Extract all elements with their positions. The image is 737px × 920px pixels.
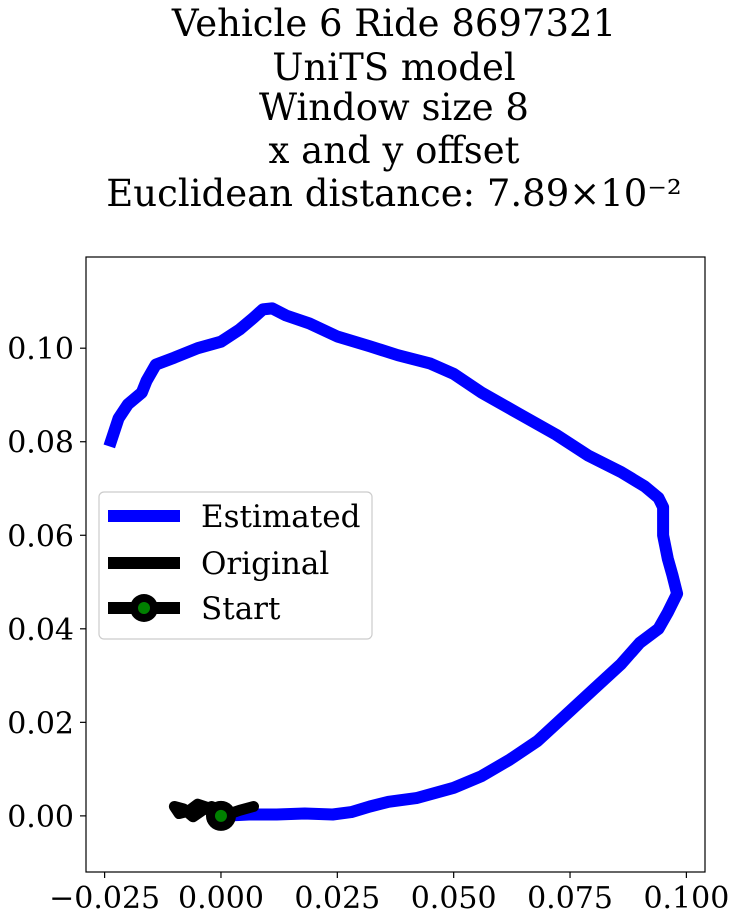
x-tick-label: 0.050 xyxy=(411,881,497,916)
x-axis: −0.025 0.000 0.025 0.050 0.075 0.100 xyxy=(49,872,729,916)
title-line-2: UniTS model xyxy=(272,46,515,89)
y-tick-label: 0.08 xyxy=(7,426,74,461)
x-tick-label: 0.025 xyxy=(294,881,380,916)
start-marker-inner xyxy=(214,809,227,822)
legend-label-estimated: Estimated xyxy=(201,499,360,535)
y-tick-label: 0.02 xyxy=(7,706,74,741)
legend: Estimated Original Start xyxy=(98,491,373,640)
x-tick-label: 0.000 xyxy=(178,881,264,916)
y-axis: 0.00 0.02 0.04 0.06 0.08 0.10 xyxy=(7,332,86,835)
series-layer xyxy=(103,302,684,831)
legend-swatch-start-inner xyxy=(138,602,150,614)
series-line-estimated xyxy=(103,302,684,822)
title-line-1: Vehicle 6 Ride 8697321 xyxy=(171,2,616,45)
y-tick-label: 0.10 xyxy=(7,332,74,367)
plot-frame xyxy=(85,256,706,873)
y-tick-label: 0.00 xyxy=(7,800,74,835)
x-tick-label: 0.100 xyxy=(643,881,729,916)
x-tick-label: −0.025 xyxy=(49,881,160,916)
legend-label-start: Start xyxy=(201,591,281,627)
title-line-3: Window size 8 xyxy=(259,86,529,129)
y-tick-label: 0.04 xyxy=(7,613,74,648)
title-line-4: x and y offset xyxy=(269,129,520,172)
y-tick-label: 0.06 xyxy=(7,519,74,554)
title-line-5: Euclidean distance: 7.89×10⁻² xyxy=(106,172,681,215)
chart-title: Vehicle 6 Ride 8697321 UniTS model Windo… xyxy=(106,2,681,215)
legend-label-original: Original xyxy=(201,546,329,582)
x-tick-label: 0.075 xyxy=(527,881,613,916)
